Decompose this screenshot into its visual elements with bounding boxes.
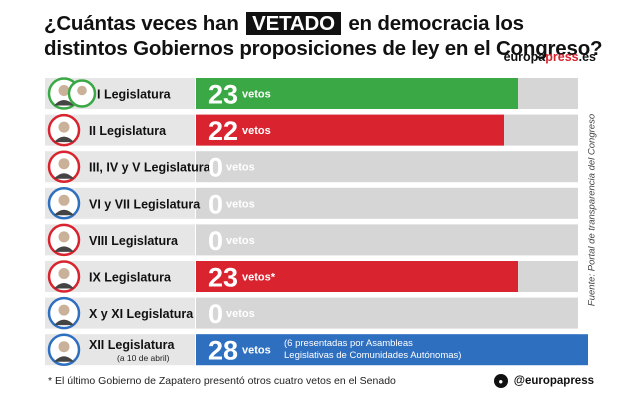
value-bar [196,334,588,366]
portrait-face [58,341,70,353]
unit-label: vetos [226,235,255,247]
portrait-shoulders [54,209,74,216]
value-label: 23 [208,263,238,293]
value-label: 0 [208,153,223,183]
bar-row: II Legislatura 22 vetos [45,113,578,147]
bar-row: VIII Legislatura 0 vetos [45,223,578,257]
bar-row: X y XI Legislatura 0 vetos [45,296,578,330]
bar-row: I Legislatura 23 vetos [45,77,578,110]
category-sublabel: (a 10 de abril) [117,353,170,363]
brand-logo: europapress.es [504,50,596,64]
brand-part-2: press [545,50,579,64]
category-label: VIII Legislatura [89,234,179,248]
unit-label: vetos [226,162,255,174]
value-label: 28 [208,336,238,366]
unit-label: vetos [242,89,271,101]
portrait-shoulders [54,136,74,143]
category-label: X y XI Legislatura [89,307,194,321]
unit-label: vetos [226,308,255,320]
value-bar [196,261,518,292]
portrait-shoulders [54,283,74,289]
category-label: IX Legislatura [89,271,172,285]
unit-label: vetos [242,345,271,357]
note-line-1: (6 presentadas por Asambleas [284,338,413,349]
portrait-face [58,194,70,206]
value-bar [196,114,504,146]
social-handle[interactable]: ● @europapress [493,374,594,388]
title-part-2: en democracia los distintos Gobiernos pr… [44,12,603,60]
category-label: VI y VII Legislatura [89,197,201,211]
bar-track [196,224,578,256]
unit-label: vetos [226,198,255,210]
bar-row: XII Legislatura(a 10 de abril) 28 vetos (6 … [45,333,588,366]
value-label: 0 [208,189,223,219]
footnote: * El último Gobierno de Zapatero present… [48,375,396,387]
portrait-face [58,231,70,243]
source-note: Fuente: Portal de transparencia del Cong… [586,113,598,307]
portrait-face [58,268,70,279]
chart-title: ¿Cuántas veces han VETADO en democracia … [44,11,604,61]
value-label: 23 [208,80,238,110]
category-label: XII Legislatura [89,338,175,352]
value-bar [196,78,518,109]
portrait-shoulders [54,319,74,326]
category-label: III, IV y V Legislatura [89,161,212,175]
portrait-shoulders [54,100,74,106]
title-part-1: ¿Cuántas veces han [44,12,239,35]
bar-track [196,151,578,183]
brand-part-3: .es [578,50,596,64]
note-label: (6 presentadas por Asambleas Legislativas… [284,338,461,361]
portrait-face-2 [77,85,87,96]
value-label: 0 [208,226,223,256]
unit-label: vetos [242,125,271,137]
bar-row: IX Legislatura 23 vetos* [45,260,578,293]
category-label: I Legislatura [97,88,172,102]
portrait-face [58,121,70,133]
portrait-face [58,304,70,316]
handle-text: @europapress [513,375,594,387]
portrait-face [58,85,70,96]
brand-part-1: europa [503,50,546,64]
portrait-shoulders [54,356,74,362]
value-label: 22 [208,116,238,146]
bar-track [196,187,578,219]
category-label: II Legislatura [89,124,167,138]
value-label: 0 [208,299,223,329]
title-highlight: VETADO [246,12,341,35]
unit-label: vetos* [242,272,276,284]
note-line-2: Legislativas de Comunidades Autónomas) [284,350,461,361]
twitter-icon: ● [493,374,508,388]
portrait-face [58,158,70,170]
bar-track [196,297,578,329]
portrait-shoulders [54,173,74,179]
bar-row: VI y VII Legislatura 0 vetos [45,187,578,220]
portrait-shoulders [54,246,74,252]
